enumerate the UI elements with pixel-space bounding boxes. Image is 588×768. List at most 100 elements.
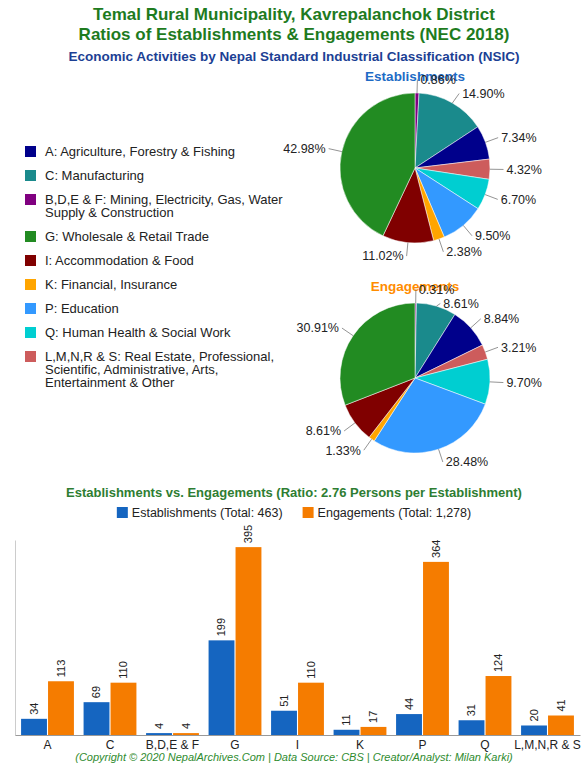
x-tick-label: C — [106, 738, 115, 752]
title: Temal Rural Municipality, Kavrepalanchok… — [93, 5, 495, 24]
x-tick: L,M,N,R & S — [514, 735, 581, 752]
legend-swatch — [303, 507, 314, 518]
legend-label: L,M,N,R & S: Real Estate, Professional,S… — [45, 349, 274, 390]
bar — [459, 720, 485, 735]
data-label: 364 — [430, 540, 442, 558]
bar — [21, 719, 47, 735]
data-label: 4 — [180, 723, 192, 729]
data-label: 6.70% — [501, 193, 536, 207]
leader-line — [417, 80, 418, 93]
bars — [21, 547, 574, 735]
data-label: 113 — [55, 660, 67, 678]
legend-swatch — [25, 327, 36, 338]
legend-swatch — [25, 279, 36, 290]
legend-item: Engagements (Total: 1,278) — [303, 506, 472, 520]
legend-label: C: Manufacturing — [45, 168, 144, 183]
x-tick-label: K — [356, 738, 364, 752]
leader-line — [485, 138, 498, 143]
legend-label: Engagements (Total: 1,278) — [318, 506, 472, 520]
legend-swatch — [25, 351, 36, 362]
leader-line — [344, 423, 355, 431]
leader-line — [342, 328, 353, 336]
legend-label: I: Accommodation & Food — [45, 253, 194, 268]
leader-line — [439, 449, 443, 462]
data-label: 9.70% — [506, 376, 541, 390]
leader-line — [407, 243, 408, 256]
legend-label: G: Wholesale & Retail Trade — [45, 229, 209, 244]
data-label: 42.98% — [283, 142, 325, 156]
x-tick: Q — [480, 735, 489, 752]
leader-line — [436, 304, 440, 307]
bar — [486, 676, 512, 735]
data-label: 4 — [153, 723, 165, 729]
bar — [48, 681, 74, 735]
bar — [548, 716, 574, 736]
bar — [173, 733, 199, 735]
subtitle: Economic Activities by Nepal Standard In… — [68, 49, 519, 64]
x-tick: I — [296, 735, 299, 752]
data-label: 0.31% — [419, 283, 454, 297]
data-label: 17 — [367, 711, 379, 723]
data-label: 41 — [555, 699, 567, 711]
data-label: 51 — [278, 694, 290, 706]
x-tick: C — [106, 735, 115, 752]
legend-label: Establishments (Total: 463) — [132, 506, 283, 520]
pie: 0.86%14.90%7.34%4.32%6.70%9.50%2.38%11.0… — [283, 73, 542, 264]
legend-swatch — [25, 303, 36, 314]
bar — [271, 711, 297, 735]
data-label: 20 — [528, 709, 540, 721]
x-axis-line — [16, 735, 581, 736]
data-label: 395 — [242, 525, 254, 543]
leader-line — [439, 239, 443, 252]
leader-line — [490, 169, 503, 170]
x-tick: G — [230, 735, 239, 752]
data-labels: 3469419951114431201131104395110173641244… — [28, 525, 567, 729]
legend-item: Establishments (Total: 463) — [117, 506, 283, 520]
data-label: 8.84% — [484, 312, 519, 326]
chart-title: Establishments vs. Engagements (Ratio: 2… — [66, 485, 522, 500]
x-tick-label: G — [230, 738, 239, 752]
legend-label: A: Agriculture, Forestry & Fishing — [45, 144, 235, 159]
data-label: 110 — [305, 661, 317, 679]
y-axis-line — [15, 541, 16, 736]
x-tick: B,D,E & F — [146, 735, 199, 752]
bar — [111, 683, 137, 735]
leader-line — [329, 149, 342, 152]
data-label: 31 — [465, 704, 477, 716]
data-label: 34 — [28, 703, 40, 715]
data-label: 7.34% — [501, 131, 536, 145]
x-tick-label: L,M,N,R & S — [514, 738, 581, 752]
leader-line — [490, 381, 503, 383]
x-tick-label: A — [43, 738, 51, 752]
x-tick: K — [356, 735, 364, 752]
bar — [298, 683, 324, 735]
legend-label: K: Financial, Insurance — [45, 277, 177, 292]
data-label: 14.90% — [462, 87, 504, 101]
leader-line — [364, 439, 372, 450]
leader-line — [471, 319, 481, 328]
data-label: 11 — [340, 714, 352, 725]
legend-swatch — [25, 231, 36, 242]
legend-label: P: Education — [45, 301, 119, 316]
data-label: 0.86% — [420, 73, 455, 87]
legend-swatch — [25, 194, 36, 205]
bar — [209, 640, 235, 735]
data-label: 2.38% — [446, 245, 481, 259]
bar — [236, 547, 262, 735]
title: Ratios of Establishments & Engagements (… — [79, 25, 510, 44]
data-label: 8.61% — [306, 424, 341, 438]
bar — [361, 727, 387, 735]
data-label: 30.91% — [297, 321, 339, 335]
pie: 0.31%8.61%8.84%3.21%9.70%28.48%1.33%8.61… — [297, 283, 542, 470]
data-label: 44 — [403, 698, 415, 710]
leader-line — [463, 225, 472, 235]
x-tick-label: B,D,E & F — [146, 738, 199, 752]
bar — [396, 714, 422, 735]
bar — [521, 725, 547, 735]
pie-slice — [340, 93, 415, 236]
legend-label: Q: Human Health & Social Work — [45, 325, 231, 340]
x-tick: A — [43, 735, 51, 752]
data-label: 4.32% — [506, 163, 541, 177]
leader-line — [485, 347, 498, 352]
data-label: 199 — [215, 618, 227, 636]
